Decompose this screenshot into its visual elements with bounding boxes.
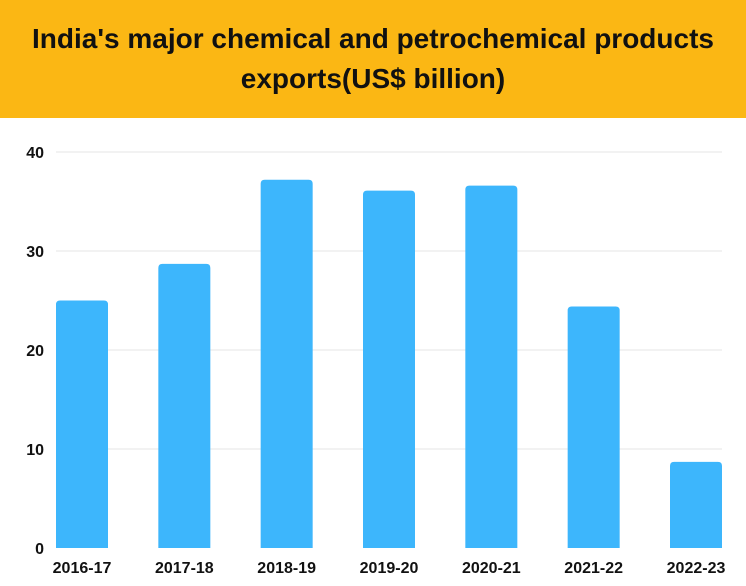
- chart-title-banner: India's major chemical and petrochemical…: [0, 0, 746, 118]
- y-tick-label-0: 0: [35, 541, 44, 558]
- bar-2017-18: [158, 263, 211, 548]
- y-tick-label-10: 10: [26, 442, 44, 459]
- x-category-label-2021-22: 2021-22: [564, 560, 623, 577]
- y-tick-label-40: 40: [26, 145, 44, 162]
- x-category-label-2018-19: 2018-19: [257, 560, 316, 577]
- bar-2016-17: [56, 300, 108, 548]
- bar-2019-20: [363, 190, 415, 549]
- x-category-label-2016-17: 2016-17: [53, 560, 112, 577]
- y-axis-ticks: 0 10 20 30 40: [26, 145, 44, 558]
- bar-2022-23: [670, 461, 722, 548]
- x-category-label-2017-18: 2017-18: [155, 560, 214, 577]
- x-category-label-2020-21: 2020-21: [462, 560, 521, 577]
- chart-title: India's major chemical and petrochemical…: [32, 23, 714, 94]
- bars: [56, 179, 722, 549]
- x-category-label-2022-23: 2022-23: [667, 560, 726, 577]
- bar-2018-19: [260, 179, 313, 548]
- y-tick-label-20: 20: [26, 343, 44, 360]
- x-category-label-2019-20: 2019-20: [360, 560, 419, 577]
- y-tick-label-30: 30: [26, 244, 44, 261]
- bar-2021-22: [567, 306, 620, 548]
- bar-2020-21: [465, 185, 518, 548]
- x-axis-categories: 2016-17 2017-18 2018-19 2019-20 2020-21 2021-…: [53, 560, 726, 577]
